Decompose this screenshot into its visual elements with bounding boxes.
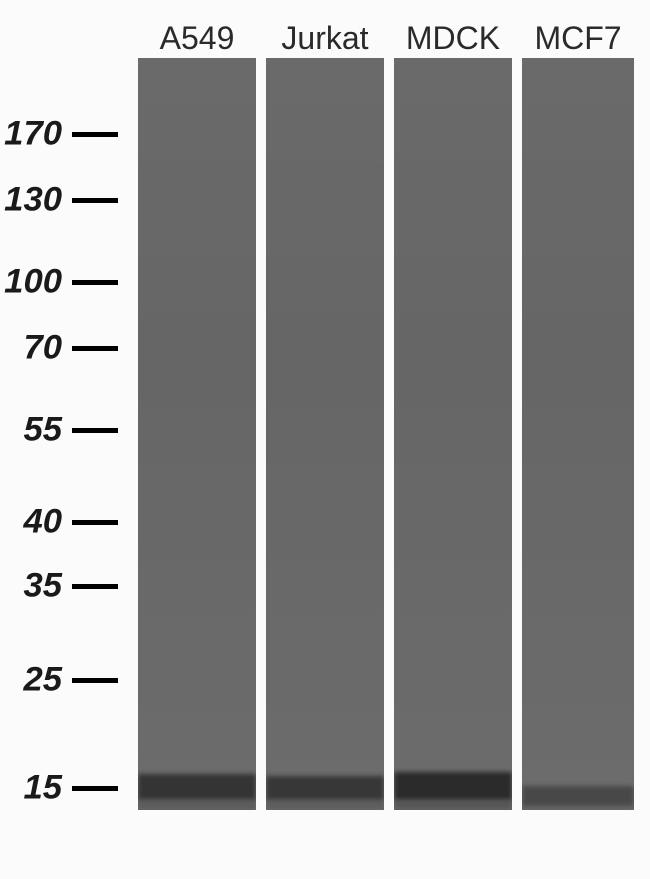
- lane-a549: [138, 58, 256, 810]
- band: [138, 800, 256, 810]
- lane-label: A549: [160, 20, 235, 57]
- western-blot-figure: 170130100705540352515 A549JurkatMDCKMCF7: [0, 0, 650, 879]
- lane-mcf7: [522, 58, 634, 810]
- lane-jurkat: [266, 58, 384, 810]
- lane-label: MDCK: [406, 20, 500, 57]
- band: [266, 776, 384, 800]
- band: [522, 806, 634, 810]
- band: [266, 800, 384, 810]
- band: [138, 774, 256, 800]
- lane-label: Jurkat: [281, 20, 368, 57]
- blot-lanes-region: [0, 58, 650, 810]
- lane-mdck: [394, 58, 512, 810]
- band: [394, 800, 512, 810]
- lane-labels-row: A549 Jurkat MDCK MCF7: [0, 0, 650, 58]
- band: [394, 772, 512, 800]
- band: [522, 786, 634, 806]
- lane-label: MCF7: [534, 20, 621, 57]
